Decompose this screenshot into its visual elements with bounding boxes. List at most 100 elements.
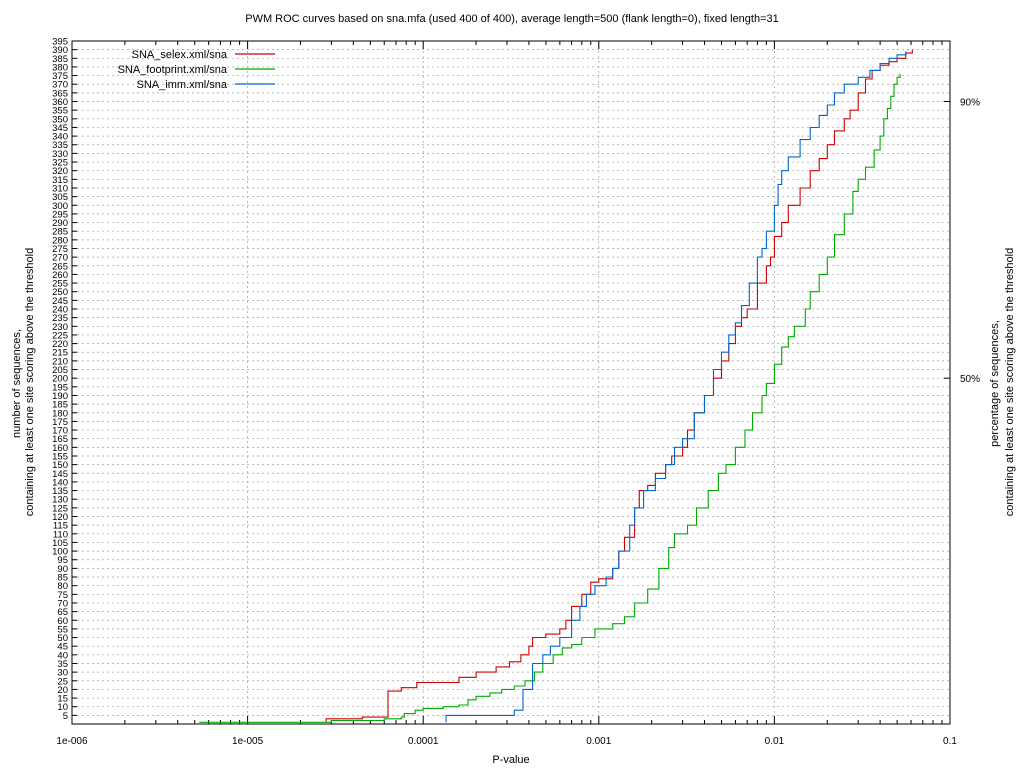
y-tick-label: 290 [52, 218, 68, 229]
series-layer [199, 49, 913, 723]
y-tick-label: 310 [52, 183, 68, 194]
y-tick-label: 105 [52, 538, 68, 549]
y-tick-label: 230 [52, 322, 68, 333]
grid [72, 40, 950, 724]
y-tick-label: 75 [57, 590, 68, 601]
y-tick-label: 125 [52, 503, 68, 514]
y-tick-label: 220 [52, 339, 68, 350]
legend-label-1: SNA_selex.xml/sna [132, 49, 228, 61]
y-axis-tick-labels: 5101520253035404550556065707580859095100… [52, 37, 68, 722]
y-tick-label: 325 [52, 158, 68, 169]
y-tick-label: 265 [52, 261, 68, 272]
y-tick-label: 245 [52, 296, 68, 307]
y-tick-label: 360 [52, 97, 68, 108]
y-tick-label: 280 [52, 235, 68, 246]
y-tick-label: 210 [52, 356, 68, 367]
y-axis-title: number of sequences, containing at least… [11, 248, 36, 516]
y-tick-label: 140 [52, 477, 68, 488]
x-tick-label: 0.001 [586, 736, 611, 747]
y2-tick-label: 50% [960, 374, 980, 385]
y-tick-label: 135 [52, 486, 68, 497]
y-tick-label: 375 [52, 71, 68, 82]
x-axis-title: P-value [492, 754, 529, 766]
x-tick-label: 1e-006 [56, 736, 88, 747]
y-tick-label: 165 [52, 434, 68, 445]
y-tick-label: 110 [53, 529, 68, 540]
y2-axis-title-line-1: percentage of sequences, [989, 320, 1001, 447]
y-tick-label: 25 [57, 676, 68, 687]
y-tick-label: 340 [52, 132, 68, 143]
y-tick-label: 50 [57, 633, 68, 644]
y-tick-label: 215 [52, 348, 68, 359]
y-tick-label: 130 [52, 495, 68, 506]
y-tick-label: 200 [52, 374, 68, 385]
y2-axis-title-line-2: containing at least one site scoring abo… [1004, 248, 1016, 516]
x-tick-label: 0.01 [765, 736, 785, 747]
y-tick-label: 85 [57, 573, 68, 584]
y-tick-label: 260 [52, 270, 68, 281]
y-tick-label: 155 [52, 451, 68, 462]
y-tick-label: 40 [57, 650, 68, 661]
y-tick-label: 195 [52, 382, 68, 393]
y-tick-label: 225 [52, 330, 68, 341]
x-tick-label: 0.1 [943, 736, 957, 747]
y-tick-label: 335 [52, 140, 68, 151]
y-tick-label: 305 [52, 192, 68, 203]
y-tick-label: 55 [57, 624, 68, 635]
y-tick-label: 275 [52, 244, 68, 255]
legend: SNA_selex.xml/sna SNA_footprint.xml/sna SN… [118, 49, 275, 91]
y-tick-label: 285 [52, 227, 68, 238]
y-axis-title-line-1: number of sequences, [11, 329, 23, 438]
y-tick-label: 380 [52, 62, 68, 73]
y-tick-label: 350 [52, 114, 68, 125]
y-tick-label: 355 [52, 106, 68, 117]
y-tick-label: 370 [52, 80, 68, 91]
y-tick-label: 395 [52, 37, 68, 48]
plot-frame [71, 40, 951, 725]
y-tick-label: 20 [57, 685, 68, 696]
y-tick-label: 65 [57, 607, 68, 618]
y-tick-label: 300 [52, 201, 68, 212]
y-tick-label: 15 [57, 694, 68, 705]
y-tick-label: 315 [52, 175, 68, 186]
y-tick-label: 365 [52, 88, 68, 99]
y-tick-label: 80 [57, 581, 68, 592]
y-tick-label: 345 [52, 123, 68, 134]
y-tick-label: 100 [52, 547, 68, 558]
y-tick-label: 90 [57, 564, 68, 575]
y-tick-label: 390 [52, 45, 68, 56]
y-tick-label: 160 [52, 443, 68, 454]
series-line-1 [325, 49, 913, 723]
chart-title: PWM ROC curves based on sna.mfa (used 40… [245, 13, 779, 25]
y-tick-label: 180 [52, 408, 68, 419]
y-tick-label: 190 [52, 391, 68, 402]
y-tick-label: 45 [57, 642, 68, 653]
y-tick-label: 270 [52, 253, 68, 264]
y-tick-label: 175 [52, 417, 68, 428]
y-tick-label: 115 [53, 521, 68, 532]
y-tick-label: 145 [52, 469, 68, 480]
x-tick-label: 1e-005 [232, 736, 264, 747]
y-tick-label: 320 [52, 166, 68, 177]
y-tick-label: 170 [52, 426, 68, 437]
y-tick-label: 250 [52, 287, 68, 298]
x-axis-tick-labels: 1e-006 1e-005 0.0001 0.001 0.01 0.1 [56, 736, 957, 747]
axis-ticks [71, 40, 951, 724]
y-tick-label: 295 [52, 209, 68, 220]
x-tick-label: 0.0001 [408, 736, 439, 747]
y-tick-label: 70 [57, 598, 68, 609]
y2-axis-title: percentage of sequences, containing at l… [989, 248, 1016, 516]
y-tick-label: 150 [52, 460, 68, 471]
y2-tick-label: 90% [960, 98, 980, 109]
legend-label-3: SNA_imm.xml/sna [137, 79, 228, 91]
legend-label-2: SNA_footprint.xml/sna [118, 64, 228, 76]
y-tick-label: 185 [52, 400, 68, 411]
series-line-2 [199, 73, 901, 723]
y-axis-title-line-2: containing at least one site scoring abo… [24, 248, 36, 516]
y-tick-label: 95 [57, 555, 68, 566]
y-tick-label: 5 [63, 711, 68, 722]
y-tick-label: 35 [57, 659, 68, 670]
y-tick-label: 205 [52, 365, 68, 376]
y-tick-label: 330 [52, 149, 68, 160]
